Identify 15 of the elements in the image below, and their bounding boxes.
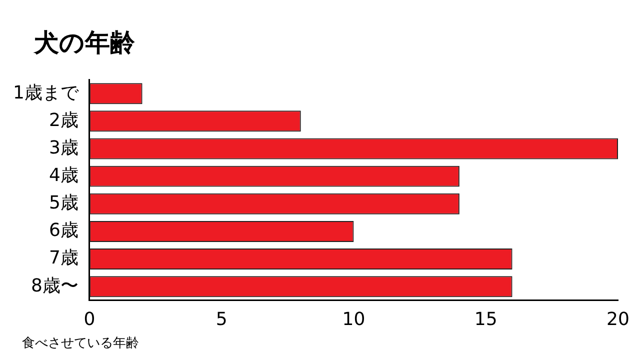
y-tick-label: 6歳 [49,220,78,242]
y-tick-label: 3歳 [49,137,78,158]
x-tick-label: 0 [84,308,96,330]
y-tick-label: 2歳 [49,110,78,131]
x-tick-label: 5 [216,308,228,330]
y-tick-label: 7歳 [49,248,78,269]
x-tick-label: 20 [606,308,630,330]
chart-title: 犬の年齢 [34,27,135,59]
x-tick-label: 15 [474,308,498,330]
x-tick-label: 10 [342,308,366,330]
y-tick-label: 4歳 [49,164,78,186]
y-tick-label: 1歳まで [13,82,80,104]
y-tick-label: 5歳 [49,192,78,214]
text: 食べさせている年齢 [22,335,139,352]
y-tick-label: 8歳〜 [31,275,78,296]
